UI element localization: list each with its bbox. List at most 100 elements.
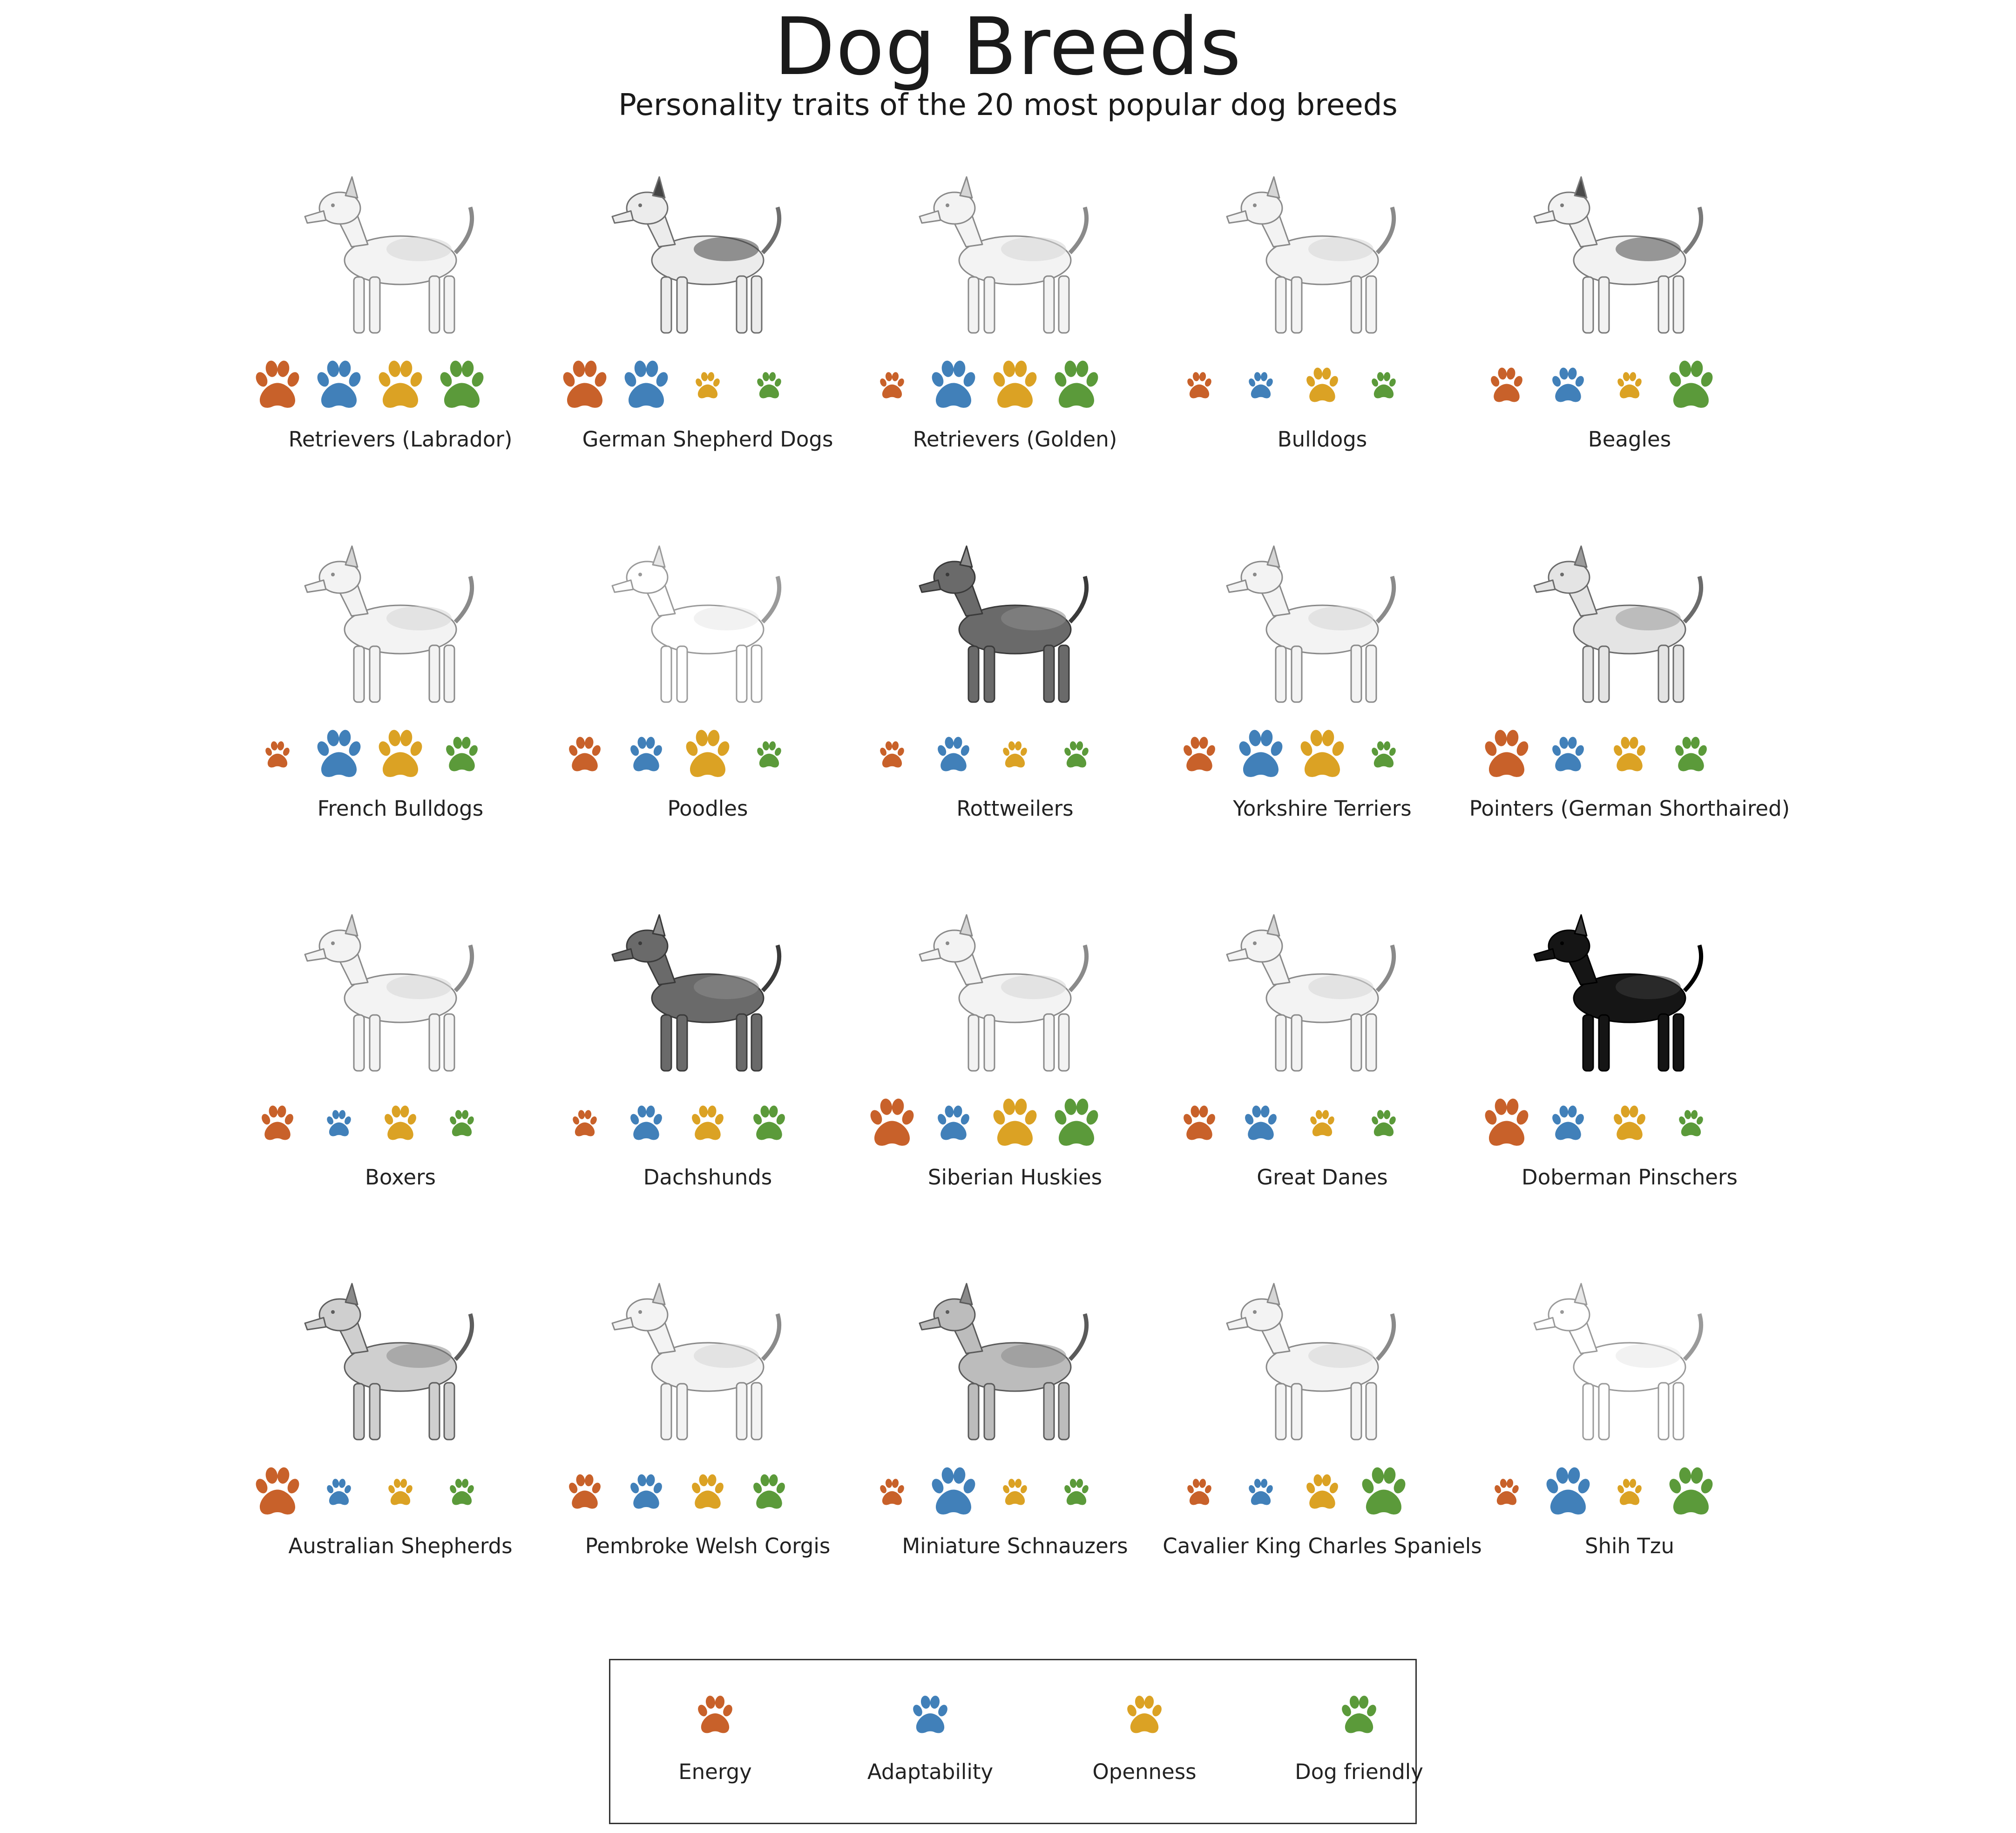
paw-icon [1064, 1479, 1089, 1505]
legend-item-openness: Openness [1047, 1660, 1242, 1826]
paw-icon [938, 1105, 969, 1140]
trait-slot-energy [861, 352, 923, 421]
breed-card: Bulldogs [1169, 170, 1476, 496]
breed-name: Cavalier King Charles Spaniels [1163, 1534, 1482, 1558]
trait-slot-adaptability [1537, 1089, 1599, 1159]
paw-icon [1245, 1105, 1277, 1140]
breed-name: Australian Shepherds [288, 1534, 513, 1558]
dog-illustration-icon [1226, 176, 1396, 334]
paw-icon [1187, 1479, 1211, 1505]
paw-icon [1491, 367, 1522, 402]
paw-icon [1669, 360, 1713, 408]
trait-paw-row [861, 1089, 1169, 1159]
paw-icon [327, 1479, 351, 1505]
trait-slot-dog-friendly [1660, 721, 1722, 791]
trait-slot-energy [1169, 1089, 1230, 1159]
trait-paw-row [1169, 721, 1476, 791]
trait-slot-dog-friendly [738, 1458, 800, 1528]
trait-slot-openness [677, 352, 738, 421]
trait-slot-energy [1476, 352, 1537, 421]
trait-slot-openness [370, 1458, 431, 1528]
breed-name: Retrievers (Labrador) [288, 427, 513, 452]
paw-icon [1495, 1479, 1519, 1505]
paw-icon [686, 730, 730, 777]
paw-icon [317, 360, 361, 408]
trait-slot-dog-friendly [1353, 1458, 1414, 1528]
paw-icon [1184, 737, 1215, 771]
trait-slot-dog-friendly [1353, 1089, 1414, 1159]
legend-item-energy: Energy [617, 1660, 813, 1826]
trait-slot-adaptability [923, 1089, 984, 1159]
breed-name: Yorkshire Terriers [1233, 796, 1412, 821]
dog-illustration-icon [304, 176, 474, 334]
paw-icon [993, 360, 1037, 408]
paw-icon [1055, 1098, 1098, 1146]
paw-icon [932, 360, 975, 408]
paw-icon [1614, 737, 1645, 771]
dog-illustration-icon [611, 176, 782, 334]
trait-slot-openness [984, 721, 1046, 791]
dog-illustration-icon [304, 545, 474, 703]
breed-name: Bulldogs [1277, 427, 1367, 452]
trait-slot-energy [1476, 1458, 1537, 1528]
trait-slot-dog-friendly [1660, 352, 1722, 421]
breed-name: German Shepherd Dogs [582, 427, 833, 452]
trait-slot-dog-friendly [1046, 1089, 1107, 1159]
dog-illustration-icon [304, 1283, 474, 1441]
trait-slot-adaptability [1537, 352, 1599, 421]
breed-name: Dachshunds [643, 1165, 772, 1190]
trait-slot-energy [1169, 721, 1230, 791]
trait-slot-openness [984, 1458, 1046, 1528]
trait-paw-row [1169, 1089, 1476, 1159]
trait-paw-row [247, 1458, 554, 1528]
trait-slot-adaptability [616, 352, 677, 421]
paw-icon [1239, 730, 1283, 777]
breed-card: Rottweilers [861, 539, 1169, 865]
trait-slot-openness [1599, 1458, 1660, 1528]
trait-slot-dog-friendly [738, 1089, 800, 1159]
paw-icon [938, 737, 969, 771]
breed-card: German Shepherd Dogs [554, 170, 861, 496]
paw-icon [573, 1110, 597, 1136]
dog-illustration-icon [611, 545, 782, 703]
paw-icon [696, 372, 720, 399]
trait-slot-adaptability [308, 721, 370, 791]
paw-icon [630, 1474, 662, 1509]
trait-slot-energy [247, 352, 308, 421]
trait-paw-row [554, 1089, 861, 1159]
trait-slot-adaptability [1230, 721, 1292, 791]
trait-slot-adaptability [923, 721, 984, 791]
paw-icon [1552, 1105, 1584, 1140]
trait-paw-row [1476, 1458, 1783, 1528]
paw-icon [1306, 1474, 1338, 1509]
legend: Energy Adaptability Openness Dog friendl… [609, 1659, 1423, 1826]
trait-slot-adaptability [616, 1458, 677, 1528]
paw-icon [880, 1479, 904, 1505]
paw-icon [1614, 1105, 1645, 1140]
page-subtitle: Personality traits of the 20 most popula… [618, 88, 1398, 122]
trait-slot-adaptability [616, 1089, 677, 1159]
trait-slot-openness [1599, 352, 1660, 421]
paw-icon [1485, 1098, 1529, 1146]
paw-icon [1362, 1467, 1406, 1515]
breed-card: Pembroke Welsh Corgis [554, 1277, 861, 1603]
paw-icon [753, 1474, 785, 1509]
trait-slot-dog-friendly [1353, 352, 1414, 421]
trait-slot-dog-friendly [1046, 1458, 1107, 1528]
trait-slot-energy [554, 352, 616, 421]
trait-slot-adaptability [1537, 721, 1599, 791]
breed-card: Great Danes [1169, 908, 1476, 1234]
paw-icon [1617, 1479, 1642, 1505]
trait-paw-row [247, 352, 554, 421]
paw-icon [1342, 1696, 1376, 1733]
breed-name: Shih Tzu [1584, 1534, 1675, 1558]
trait-slot-energy [1169, 352, 1230, 421]
trait-slot-energy [247, 721, 308, 791]
trait-slot-dog-friendly [1660, 1089, 1722, 1159]
paw-icon [692, 1474, 724, 1509]
breed-name: Boxers [365, 1165, 436, 1190]
trait-paw-row [1476, 352, 1783, 421]
trait-slot-openness [1292, 352, 1353, 421]
trait-slot-energy [554, 1089, 616, 1159]
